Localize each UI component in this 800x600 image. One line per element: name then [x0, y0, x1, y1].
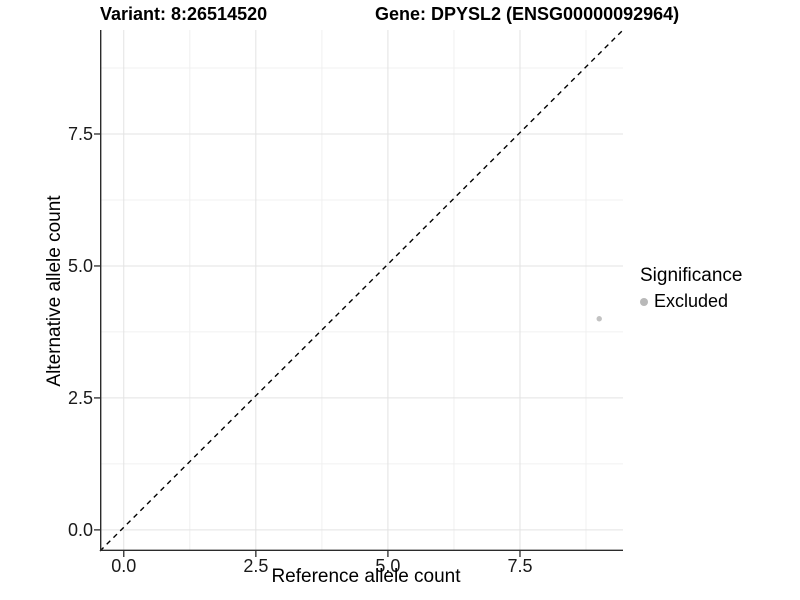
legend-title: Significance: [640, 265, 743, 286]
y-tick-label: 5.0: [67, 255, 93, 276]
plot-panel: [94, 30, 624, 557]
legend-entry-excluded: Excluded: [640, 291, 742, 312]
x-tick-label: 5.0: [375, 556, 401, 576]
x-axis-label: Reference allele count: [271, 566, 461, 587]
plot-title-gene: Gene: DPYSL2 (ENSG00000092964): [375, 4, 680, 24]
y-tick-label: 0.0: [67, 519, 93, 540]
legend-point-icon: [640, 297, 648, 306]
y-tick-label: 2.5: [67, 387, 93, 408]
plot-title-variant: Variant: 8:26514520: [100, 4, 268, 24]
y-axis-label: Alternative allele count: [44, 195, 65, 387]
x-tick-label: 0.0: [111, 556, 137, 576]
identity-line: [99, 30, 624, 552]
legend: Significance Excluded: [640, 264, 742, 312]
x-tick-label: 2.5: [243, 556, 269, 576]
x-tick-label: 7.5: [507, 556, 533, 576]
y-tick-label: 7.5: [67, 123, 93, 144]
legend-entry-label: Excluded: [654, 291, 729, 311]
data-point: [596, 316, 602, 322]
